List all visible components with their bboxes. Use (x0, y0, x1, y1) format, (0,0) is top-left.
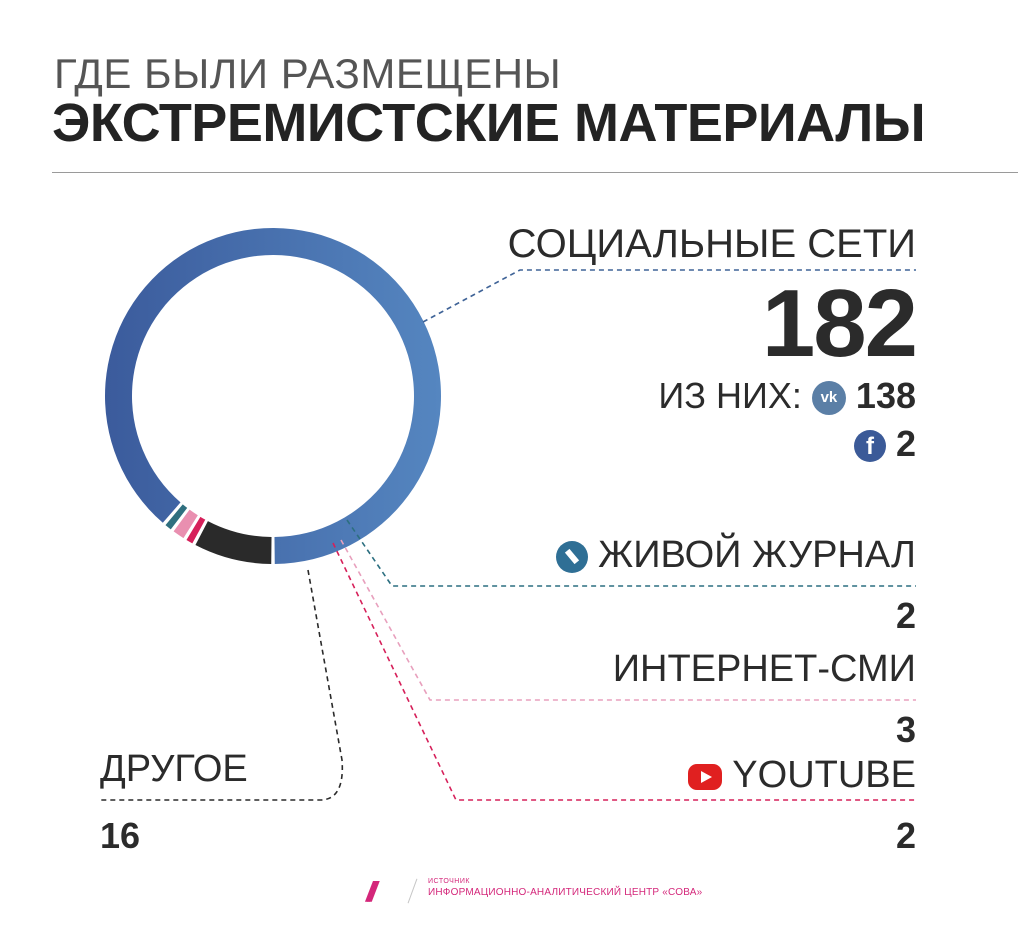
donut-slice-2 (173, 509, 198, 539)
value-livejournal: 2 (895, 595, 916, 636)
leader-line-social (422, 269, 916, 323)
breakdown-prefix: ИЗ НИХ: (658, 375, 802, 416)
leader-line-youtube (332, 542, 916, 801)
category-label-internet-media: ИНТЕРНЕТ-СМИ (612, 648, 916, 690)
title-line-1: ГДЕ БЫЛИ РАЗМЕЩЕНЫ (54, 50, 562, 97)
donut-slice-1 (165, 504, 188, 530)
category-label-social: СОЦИАЛЬНЫЕ СЕТИ (507, 222, 916, 266)
value-internet-media: 3 (895, 709, 916, 750)
leader-line-other (100, 569, 344, 801)
title-divider (52, 172, 1018, 173)
donut-slice-4 (195, 521, 272, 564)
livejournal-icon (555, 540, 588, 573)
category-label-livejournal: ЖИВОЙ ЖУРНАЛ (598, 534, 916, 576)
title-line-2: ЭКСТРЕМИСТСКИЕ МАТЕРИАЛЫ (52, 93, 926, 153)
youtube-icon (688, 763, 723, 790)
category-row-livejournal: ЖИВОЙ ЖУРНАЛ (555, 534, 916, 576)
value-social: 182 (761, 270, 918, 377)
footer-source: ИНФОРМАЦИОННО-АНАЛИТИЧЕСКИЙ ЦЕНТР «СОВА» (428, 887, 703, 898)
social-breakdown-row-fb: f 2 (853, 423, 916, 464)
vk-icon: vk (811, 381, 846, 416)
leader-line-internet-media (340, 539, 916, 701)
value-other: 16 (100, 815, 141, 856)
social-breakdown-row-vk: ИЗ НИХ: vk 138 (658, 375, 916, 416)
value-youtube: 2 (895, 815, 916, 856)
footer-logo: /// (366, 876, 378, 907)
value-vk: 138 (855, 375, 916, 416)
category-label-youtube: YOUTUBE (732, 754, 916, 796)
category-row-youtube: YOUTUBE (688, 756, 916, 794)
footer-source-label: ИСТОЧНИК (428, 878, 470, 885)
donut-slice-3 (186, 516, 206, 544)
category-label-other: ДРУГОЕ (100, 748, 248, 790)
facebook-icon: f (853, 430, 886, 463)
donut-slice-0 (105, 228, 441, 564)
value-facebook: 2 (895, 423, 916, 464)
